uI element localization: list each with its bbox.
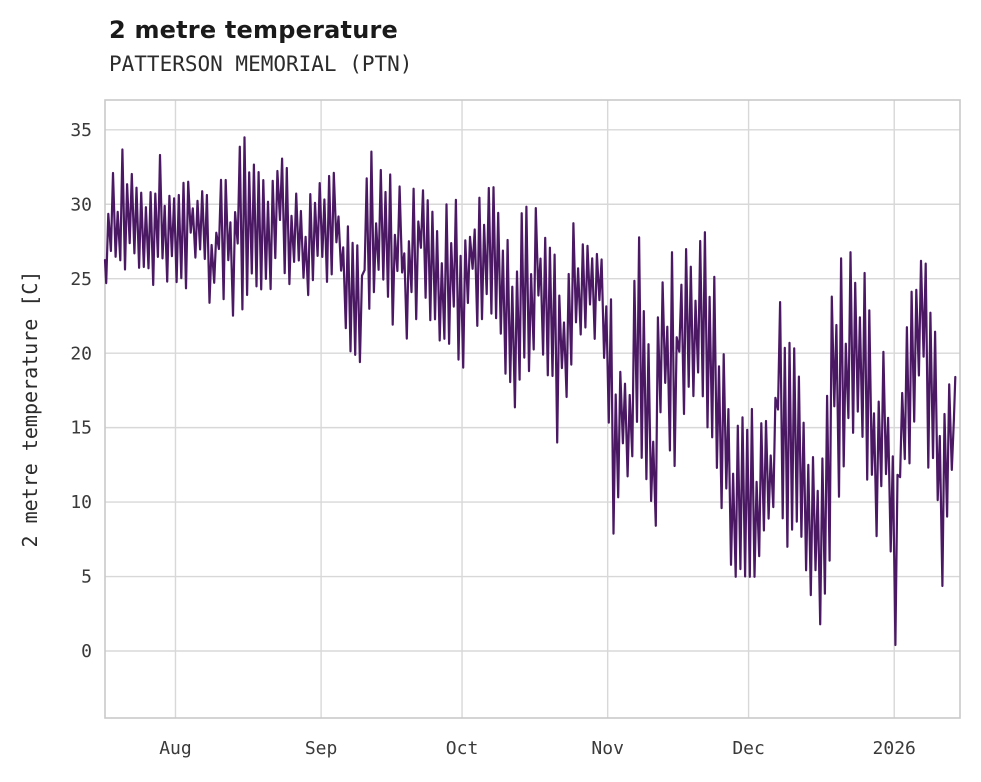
- y-tick-label: 0: [81, 641, 92, 662]
- x-tick-label: 2026: [873, 738, 916, 759]
- y-tick-label: 25: [70, 269, 92, 290]
- plot-frame: [104, 99, 961, 719]
- y-tick-label: 35: [70, 120, 92, 141]
- x-tick-label: Dec: [732, 738, 765, 759]
- x-tick-label: Aug: [159, 738, 192, 759]
- y-tick-label: 30: [70, 194, 92, 215]
- chart-subtitle: PATTERSON MEMORIAL (PTN): [109, 52, 413, 76]
- y-tick-label: 20: [70, 343, 92, 364]
- y-tick-label: 10: [70, 492, 92, 513]
- y-tick-label: 5: [81, 567, 92, 588]
- temperature-series-line: [103, 136, 957, 647]
- y-tick-label: 15: [70, 418, 92, 439]
- x-tick-label: Oct: [446, 738, 479, 759]
- x-tick-label: Nov: [591, 738, 624, 759]
- chart-title: 2 metre temperature: [109, 16, 398, 44]
- x-tick-label: Sep: [305, 738, 338, 759]
